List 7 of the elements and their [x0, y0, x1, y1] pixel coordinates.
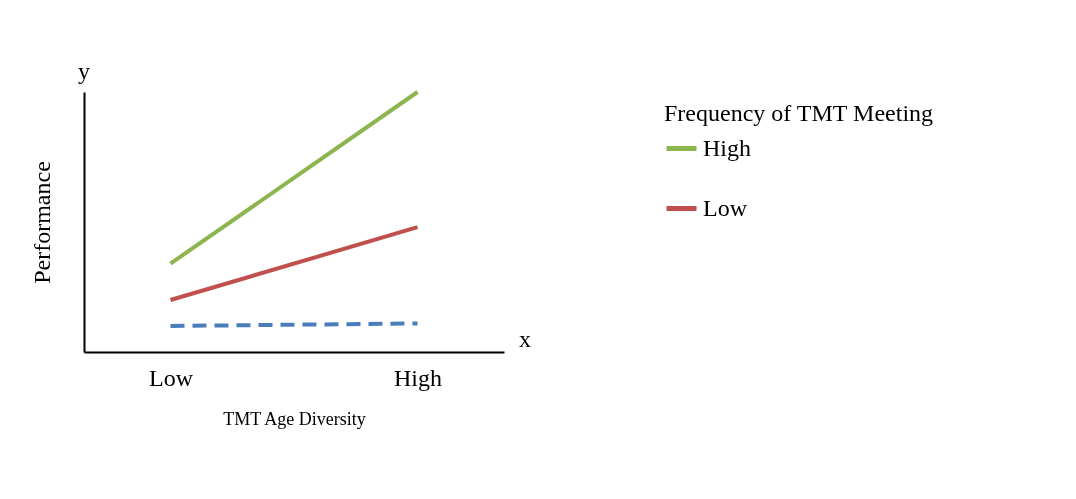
legend-label: High: [703, 134, 751, 161]
text: y: [78, 58, 90, 84]
x-axis-title: TMT Age Diversity: [223, 408, 366, 429]
y-axis-title: Performance: [28, 161, 55, 284]
text: x: [519, 326, 531, 352]
legend-title: Frequency of TMT Meeting: [664, 100, 934, 126]
legend-label: Low: [703, 194, 748, 221]
